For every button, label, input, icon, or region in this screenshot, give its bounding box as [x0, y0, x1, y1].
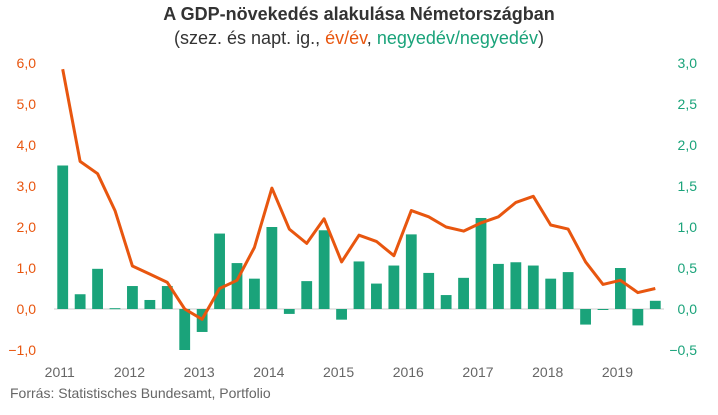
x-tick-label: 2018 — [532, 364, 563, 380]
subtitle-qoq-label: negyedév/negyedév — [376, 28, 538, 48]
qoq-bar — [545, 278, 557, 309]
subtitle-separator: , — [366, 28, 377, 48]
qoq-bar — [74, 294, 86, 309]
qoq-bar — [580, 309, 591, 325]
subtitle-yoy-label: év/év — [325, 28, 367, 48]
qoq-bar — [231, 263, 243, 309]
qoq-bar — [527, 265, 539, 309]
chart-title: A GDP-növekedés alakulása Németországban — [163, 4, 555, 24]
qoq-bar — [266, 227, 278, 309]
x-tick-label: 2016 — [393, 364, 424, 380]
left-tick-label: 1,0 — [17, 260, 37, 276]
chart-subtitle: (szez. és napt. ig., év/év, negyedév/neg… — [0, 28, 718, 49]
right-tick-label: −0,5 — [669, 342, 697, 358]
qoq-bar — [301, 281, 313, 309]
x-tick-label: 2014 — [253, 364, 284, 380]
qoq-bar — [562, 272, 574, 309]
right-tick-label: 3,0 — [678, 55, 698, 71]
left-tick-label: 2,0 — [17, 219, 37, 235]
qoq-bar — [597, 309, 609, 310]
qoq-bar — [283, 309, 295, 314]
qoq-bar — [440, 295, 452, 309]
qoq-bar — [493, 263, 504, 309]
qoq-bar — [615, 268, 626, 309]
qoq-bar — [92, 268, 103, 309]
x-axis: 2011 2012 2013 2014 2015 2016 2017 2018 2019 — [45, 364, 634, 380]
qoq-bar — [161, 286, 173, 309]
qoq-bar — [249, 278, 260, 309]
qoq-bar — [57, 165, 69, 309]
qoq-bar — [423, 272, 435, 309]
qoq-bar — [144, 299, 156, 309]
right-tick-label: 0,0 — [678, 301, 698, 317]
qoq-bar — [510, 262, 522, 309]
left-tick-label: −1,0 — [8, 342, 36, 358]
right-tick-label: 1,5 — [678, 178, 698, 194]
right-tick-label: 0,5 — [678, 260, 698, 276]
source-note: Forrás: Statistisches Bundesamt, Portfol… — [10, 385, 271, 401]
qoq-bar — [336, 309, 347, 320]
qoq-bar — [109, 308, 121, 310]
left-tick-label: 0,0 — [17, 301, 37, 317]
qoq-bar — [475, 217, 487, 309]
right-tick-label: 1,0 — [678, 219, 698, 235]
right-tick-label: 2,5 — [678, 96, 698, 112]
yoy-line — [61, 68, 656, 321]
x-tick-label: 2017 — [462, 364, 493, 380]
qoq-bar — [318, 230, 330, 309]
left-tick-label: 3,0 — [17, 178, 37, 194]
subtitle-prefix: (szez. és napt. ig., — [174, 28, 326, 48]
x-tick-label: 2012 — [114, 364, 145, 380]
qoq-bar — [458, 277, 469, 309]
right-axis: −0,5 0,0 0,5 1,0 1,5 2,0 2,5 3,0 — [669, 55, 697, 358]
left-tick-label: 5,0 — [17, 96, 37, 112]
qoq-bar — [405, 234, 417, 309]
qoq-bar — [353, 261, 365, 309]
qoq-bar — [214, 233, 225, 309]
qoq-bar — [632, 309, 644, 326]
left-tick-label: 4,0 — [17, 137, 37, 153]
x-tick-label: 2011 — [45, 364, 75, 380]
qoq-bar — [371, 283, 382, 309]
qoq-bars — [57, 165, 661, 350]
right-tick-label: 2,0 — [678, 137, 698, 153]
qoq-bar — [649, 300, 661, 309]
x-tick-label: 2013 — [184, 364, 215, 380]
x-tick-label: 2015 — [323, 364, 354, 380]
qoq-bar — [179, 309, 191, 350]
qoq-bar — [127, 286, 138, 309]
subtitle-suffix: ) — [537, 28, 544, 48]
x-tick-label: 2019 — [602, 364, 633, 380]
left-tick-label: 6,0 — [17, 55, 37, 71]
left-axis: −1,0 0,0 1,0 2,0 3,0 4,0 5,0 6,0 — [8, 55, 36, 358]
qoq-bar — [388, 265, 400, 309]
